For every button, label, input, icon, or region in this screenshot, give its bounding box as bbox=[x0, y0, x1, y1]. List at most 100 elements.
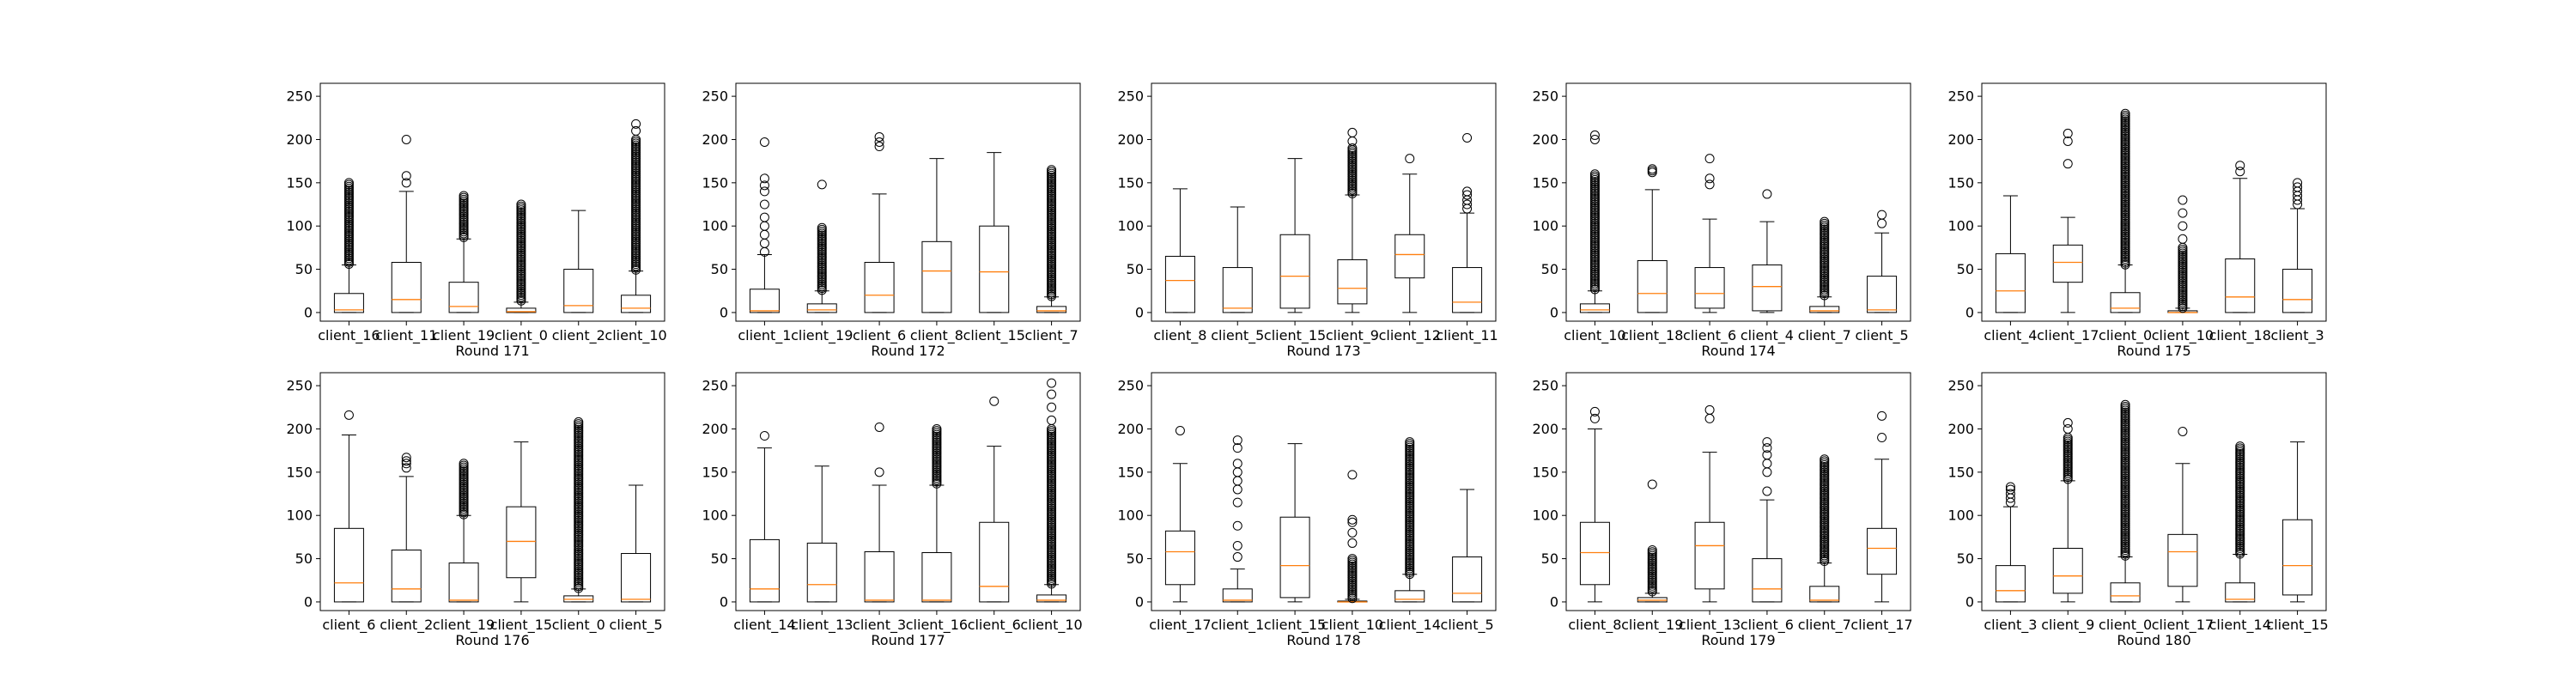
flier-point bbox=[1704, 154, 1715, 164]
box-iqr bbox=[2052, 244, 2083, 283]
box-iqr bbox=[1867, 527, 1898, 575]
box-client_13 bbox=[806, 465, 837, 603]
flier-point bbox=[1232, 497, 1242, 508]
flier-point bbox=[759, 173, 769, 184]
x-tick-label: client_17 bbox=[1149, 617, 1211, 634]
subplot: 0 50 100 150 200 250 client_8 client_5 client_15… bbox=[1117, 82, 1498, 359]
flier-point bbox=[1047, 415, 1057, 425]
flier-point bbox=[1704, 413, 1715, 423]
flier-point bbox=[817, 179, 827, 190]
box-iqr bbox=[979, 521, 1010, 603]
flier-point bbox=[1232, 443, 1242, 453]
y-tick-label: 150 bbox=[702, 174, 728, 191]
axes-frame bbox=[1151, 372, 1497, 611]
box-iqr bbox=[2282, 269, 2313, 313]
box-client_15 bbox=[1279, 158, 1310, 313]
flier-point bbox=[2063, 159, 2073, 169]
flier-band bbox=[1405, 437, 1415, 580]
y-tick-label: 50 bbox=[711, 261, 728, 277]
flier-band bbox=[1647, 544, 1657, 597]
flier-point bbox=[874, 142, 884, 152]
x-axis-label: Round 177 bbox=[871, 632, 945, 648]
y-tick-label: 0 bbox=[720, 593, 728, 610]
x-axis-label: Round 172 bbox=[871, 343, 945, 359]
box-iqr bbox=[621, 553, 652, 603]
box-client_18 bbox=[1637, 164, 1668, 313]
box-client_14 bbox=[749, 431, 780, 603]
flier-point bbox=[2178, 195, 2188, 205]
box-iqr bbox=[2225, 258, 2256, 313]
flier-point bbox=[1232, 520, 1242, 531]
x-tick-label: client_18 bbox=[2209, 327, 2271, 344]
box-iqr bbox=[921, 552, 952, 603]
y-tick-label: 200 bbox=[1947, 421, 1974, 437]
axes-frame bbox=[319, 82, 665, 322]
y-tick-label: 100 bbox=[702, 508, 728, 524]
box-client_10 bbox=[621, 119, 652, 313]
box-client_10 bbox=[1036, 378, 1067, 603]
x-tick-label: client_7 bbox=[1798, 617, 1851, 634]
x-tick-label: client_0 bbox=[2099, 617, 2152, 634]
flier-point bbox=[1647, 164, 1657, 174]
box-client_2 bbox=[391, 453, 422, 603]
box-client_15 bbox=[1279, 443, 1310, 603]
box-client_6 bbox=[333, 410, 364, 603]
flier-point bbox=[759, 221, 769, 231]
x-tick-label: client_11 bbox=[375, 327, 437, 344]
x-axis-label: Round 178 bbox=[1286, 632, 1360, 648]
flier-point bbox=[343, 410, 354, 420]
box-client_11 bbox=[1452, 132, 1483, 313]
flier-band bbox=[2235, 441, 2245, 559]
box-client_15 bbox=[2282, 441, 2313, 603]
flier-point bbox=[759, 238, 769, 248]
box-client_6 bbox=[864, 131, 895, 313]
box-client_6 bbox=[979, 396, 1010, 603]
box-iqr bbox=[1694, 267, 1725, 309]
y-tick-label: 200 bbox=[1532, 421, 1558, 437]
x-tick-label: client_11 bbox=[1436, 327, 1498, 344]
x-tick-label: client_5 bbox=[1211, 327, 1264, 344]
subplot: 0 50 100 150 200 250 client_1 client_19 client_6… bbox=[702, 82, 1081, 359]
y-tick-label: 200 bbox=[1532, 131, 1558, 148]
flier-point bbox=[1462, 199, 1473, 210]
y-tick-label: 200 bbox=[286, 421, 313, 437]
x-tick-label: client_10 bbox=[1564, 327, 1625, 344]
flier-point bbox=[2293, 178, 2303, 188]
flier-band bbox=[574, 416, 584, 593]
y-tick-label: 150 bbox=[286, 174, 313, 191]
y-tick-label: 100 bbox=[286, 218, 313, 234]
x-tick-label: client_2 bbox=[552, 327, 605, 344]
box-iqr bbox=[1164, 255, 1195, 313]
x-tick-label: client_19 bbox=[433, 617, 495, 634]
flier-band bbox=[932, 423, 942, 489]
x-tick-label: client_17 bbox=[2037, 327, 2099, 344]
flier-point bbox=[1232, 540, 1242, 550]
x-tick-label: client_8 bbox=[1568, 617, 1621, 634]
box-iqr bbox=[806, 542, 837, 603]
axes-frame bbox=[735, 372, 1081, 611]
flier-band bbox=[1820, 454, 1830, 567]
x-tick-label: client_8 bbox=[1153, 327, 1206, 344]
flier-point bbox=[1877, 410, 1887, 421]
y-tick-label: 100 bbox=[1947, 218, 1974, 234]
box-client_9 bbox=[2052, 417, 2083, 603]
box-client_18 bbox=[2225, 161, 2256, 313]
x-tick-label: client_4 bbox=[1741, 327, 1794, 344]
box-iqr bbox=[1164, 530, 1195, 586]
box-iqr bbox=[1394, 234, 1425, 279]
box-client_4 bbox=[1995, 195, 2026, 313]
x-tick-label: client_15 bbox=[1264, 617, 1326, 634]
flier-point bbox=[874, 422, 884, 432]
flier-point bbox=[1232, 552, 1242, 562]
y-tick-label: 150 bbox=[1532, 174, 1558, 191]
box-client_4 bbox=[1752, 189, 1783, 313]
box-client_1 bbox=[1222, 435, 1253, 603]
flier-point bbox=[759, 431, 769, 441]
box-iqr bbox=[448, 282, 479, 313]
flier-band bbox=[459, 191, 469, 242]
y-tick-label: 250 bbox=[1947, 378, 1974, 394]
box-client_17 bbox=[1164, 425, 1195, 603]
x-axis-label: Round 179 bbox=[1701, 632, 1775, 648]
